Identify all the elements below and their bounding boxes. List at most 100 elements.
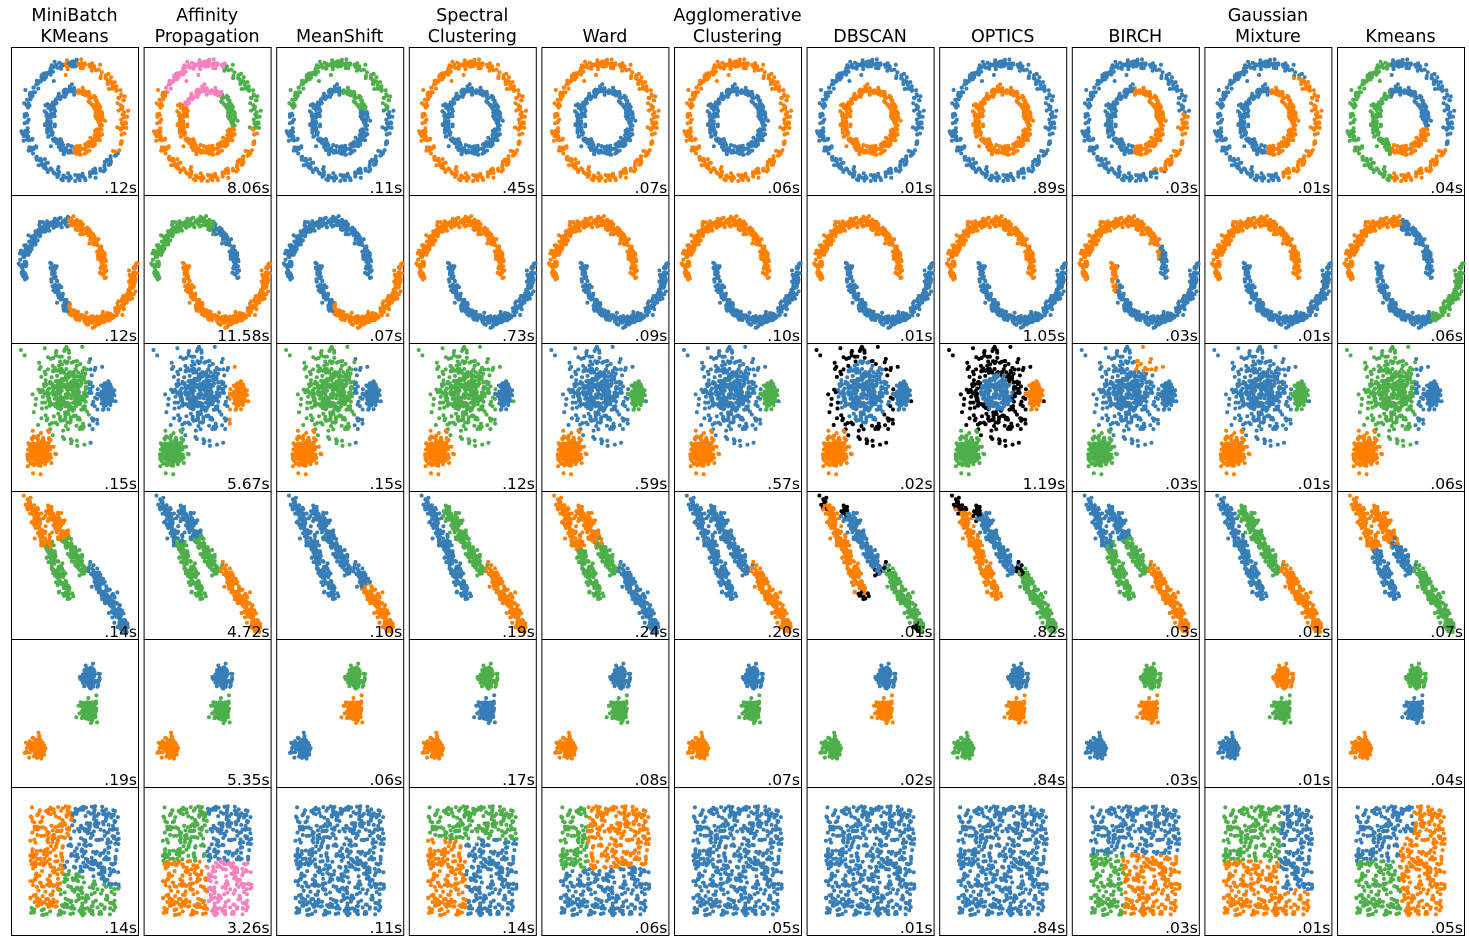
data-point bbox=[708, 128, 712, 132]
data-point bbox=[186, 97, 190, 101]
data-point bbox=[491, 114, 495, 118]
data-point bbox=[573, 157, 577, 161]
data-point bbox=[884, 172, 888, 176]
data-point bbox=[53, 102, 57, 106]
data-point bbox=[465, 176, 469, 180]
data-point bbox=[915, 141, 919, 145]
data-point bbox=[331, 171, 335, 175]
scatter-panel: .07s bbox=[542, 48, 669, 198]
data-point bbox=[733, 87, 737, 91]
data-point bbox=[305, 75, 309, 79]
data-point bbox=[346, 172, 350, 176]
data-point bbox=[255, 132, 259, 136]
data-point bbox=[603, 93, 607, 97]
data-point bbox=[584, 102, 588, 106]
data-point bbox=[317, 107, 321, 111]
data-point bbox=[749, 93, 753, 97]
data-point bbox=[178, 102, 182, 106]
data-point bbox=[611, 66, 615, 70]
data-point bbox=[98, 122, 102, 126]
data-point bbox=[609, 89, 613, 93]
data-point bbox=[784, 98, 788, 102]
data-point bbox=[496, 105, 500, 109]
data-point bbox=[161, 95, 165, 99]
data-point bbox=[59, 141, 63, 145]
data-point bbox=[624, 111, 628, 115]
data-point bbox=[443, 102, 447, 106]
data-point bbox=[460, 152, 464, 156]
data-point bbox=[344, 89, 348, 93]
data-point bbox=[630, 70, 634, 74]
data-point bbox=[79, 62, 83, 66]
data-point bbox=[614, 148, 618, 152]
data-point bbox=[235, 165, 239, 169]
data-point bbox=[653, 94, 657, 98]
data-point bbox=[577, 134, 581, 138]
data-point bbox=[94, 176, 98, 180]
data-point bbox=[852, 173, 856, 177]
data-point bbox=[729, 171, 733, 175]
data-point bbox=[689, 120, 693, 124]
data-point bbox=[159, 106, 163, 110]
data-point bbox=[692, 95, 696, 99]
scatter-panel: .45s bbox=[409, 48, 536, 198]
data-point bbox=[91, 144, 95, 148]
data-point bbox=[875, 62, 879, 66]
data-point bbox=[909, 154, 913, 158]
data-point bbox=[717, 97, 721, 101]
data-point bbox=[308, 157, 312, 161]
data-point bbox=[49, 115, 53, 119]
data-point bbox=[692, 146, 696, 150]
data-point bbox=[301, 87, 305, 91]
data-point bbox=[419, 139, 423, 143]
data-point bbox=[495, 68, 499, 72]
data-point bbox=[637, 72, 641, 76]
data-point bbox=[447, 63, 451, 67]
data-point bbox=[348, 176, 352, 180]
data-point bbox=[334, 150, 338, 154]
data-point bbox=[579, 115, 583, 119]
data-point bbox=[31, 86, 35, 90]
scatter-panel: .06s bbox=[675, 48, 802, 198]
data-point bbox=[757, 176, 761, 180]
data-point bbox=[344, 153, 348, 157]
data-point bbox=[736, 60, 740, 64]
data-point bbox=[352, 63, 356, 67]
data-point bbox=[742, 62, 746, 66]
data-point bbox=[500, 165, 504, 169]
data-point bbox=[296, 90, 300, 94]
data-point bbox=[715, 107, 719, 111]
data-point bbox=[62, 152, 66, 156]
data-point bbox=[707, 114, 711, 118]
data-point bbox=[454, 173, 458, 177]
column-title: Clustering bbox=[693, 27, 782, 47]
data-point bbox=[863, 176, 867, 180]
data-point bbox=[228, 136, 232, 140]
data-point bbox=[699, 87, 703, 91]
data-point bbox=[769, 72, 773, 76]
data-point bbox=[821, 120, 825, 124]
data-point bbox=[580, 63, 584, 67]
data-point bbox=[448, 133, 452, 137]
data-point bbox=[782, 118, 786, 122]
data-point bbox=[627, 68, 631, 72]
data-point bbox=[245, 80, 249, 84]
data-point bbox=[442, 161, 446, 165]
data-point bbox=[830, 144, 834, 148]
data-point bbox=[444, 170, 448, 174]
data-point bbox=[359, 114, 363, 118]
data-point bbox=[622, 95, 626, 99]
data-point bbox=[451, 172, 455, 176]
data-point bbox=[761, 127, 765, 131]
data-point bbox=[357, 67, 361, 71]
data-point bbox=[178, 118, 182, 122]
data-point bbox=[470, 93, 474, 97]
data-point bbox=[643, 80, 647, 84]
data-point bbox=[845, 63, 849, 67]
data-point bbox=[117, 109, 121, 113]
column-title: Affinity bbox=[176, 6, 238, 26]
data-point bbox=[736, 147, 740, 151]
data-point bbox=[188, 138, 192, 142]
data-point bbox=[506, 154, 510, 158]
data-point bbox=[917, 122, 921, 126]
